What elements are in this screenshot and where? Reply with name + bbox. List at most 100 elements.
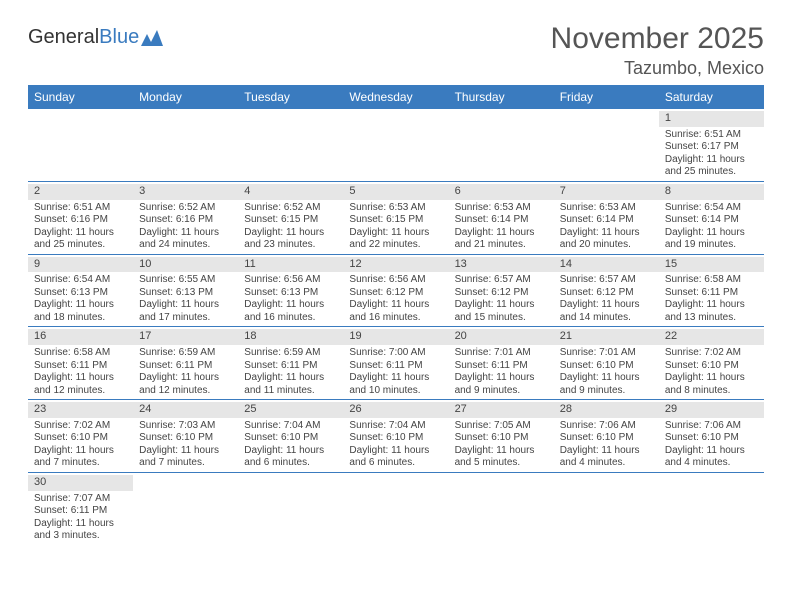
calendar-cell: 30Sunrise: 7:07 AMSunset: 6:11 PMDayligh…: [28, 472, 133, 544]
sunrise-text: Sunrise: 6:58 AM: [34, 347, 127, 360]
sunset-text: Sunset: 6:16 PM: [34, 214, 127, 227]
day-number: 16: [28, 329, 133, 345]
day-number: 12: [343, 257, 448, 273]
daylight-text: Daylight: 11 hours and 25 minutes.: [665, 154, 758, 179]
day-header: Monday: [133, 85, 238, 109]
sunrise-text: Sunrise: 6:52 AM: [244, 202, 337, 215]
sunrise-text: Sunrise: 7:02 AM: [665, 347, 758, 360]
calendar-cell: 12Sunrise: 6:56 AMSunset: 6:12 PMDayligh…: [343, 254, 448, 327]
calendar-cell: [28, 109, 133, 181]
calendar-cell: [554, 472, 659, 544]
sunrise-text: Sunrise: 6:57 AM: [560, 274, 653, 287]
calendar-cell: 23Sunrise: 7:02 AMSunset: 6:10 PMDayligh…: [28, 400, 133, 473]
sunset-text: Sunset: 6:12 PM: [349, 287, 442, 300]
day-number: 24: [133, 402, 238, 418]
calendar-cell: 2Sunrise: 6:51 AMSunset: 6:16 PMDaylight…: [28, 181, 133, 254]
day-number: 21: [554, 329, 659, 345]
day-number: 27: [449, 402, 554, 418]
daylight-text: Daylight: 11 hours and 15 minutes.: [455, 299, 548, 324]
sunset-text: Sunset: 6:11 PM: [349, 360, 442, 373]
sunset-text: Sunset: 6:13 PM: [244, 287, 337, 300]
calendar-cell: 28Sunrise: 7:06 AMSunset: 6:10 PMDayligh…: [554, 400, 659, 473]
day-header: Tuesday: [238, 85, 343, 109]
logo-text-1: General: [28, 26, 99, 49]
day-number: 6: [449, 184, 554, 200]
sunrise-text: Sunrise: 7:06 AM: [560, 420, 653, 433]
sunrise-text: Sunrise: 6:57 AM: [455, 274, 548, 287]
calendar-cell: 5Sunrise: 6:53 AMSunset: 6:15 PMDaylight…: [343, 181, 448, 254]
day-number: 7: [554, 184, 659, 200]
day-header: Saturday: [659, 85, 764, 109]
calendar-cell: [238, 472, 343, 544]
calendar-cell: 1Sunrise: 6:51 AMSunset: 6:17 PMDaylight…: [659, 109, 764, 181]
calendar-cell: [133, 109, 238, 181]
sunset-text: Sunset: 6:11 PM: [34, 360, 127, 373]
sunrise-text: Sunrise: 7:01 AM: [560, 347, 653, 360]
calendar-cell: 10Sunrise: 6:55 AMSunset: 6:13 PMDayligh…: [133, 254, 238, 327]
sunrise-text: Sunrise: 6:53 AM: [560, 202, 653, 215]
sunset-text: Sunset: 6:10 PM: [139, 432, 232, 445]
calendar-cell: 29Sunrise: 7:06 AMSunset: 6:10 PMDayligh…: [659, 400, 764, 473]
sunset-text: Sunset: 6:10 PM: [560, 432, 653, 445]
sunrise-text: Sunrise: 7:04 AM: [349, 420, 442, 433]
sunset-text: Sunset: 6:10 PM: [665, 360, 758, 373]
calendar-cell: 18Sunrise: 6:59 AMSunset: 6:11 PMDayligh…: [238, 327, 343, 400]
calendar-cell: 6Sunrise: 6:53 AMSunset: 6:14 PMDaylight…: [449, 181, 554, 254]
page-title: November 2025: [551, 22, 764, 56]
sunset-text: Sunset: 6:11 PM: [139, 360, 232, 373]
sunrise-text: Sunrise: 6:54 AM: [34, 274, 127, 287]
day-number: 9: [28, 257, 133, 273]
day-number: 3: [133, 184, 238, 200]
calendar-cell: 4Sunrise: 6:52 AMSunset: 6:15 PMDaylight…: [238, 181, 343, 254]
calendar-cell: [449, 472, 554, 544]
sunrise-text: Sunrise: 7:03 AM: [139, 420, 232, 433]
sunrise-text: Sunrise: 7:04 AM: [244, 420, 337, 433]
day-number: 28: [554, 402, 659, 418]
sunset-text: Sunset: 6:12 PM: [560, 287, 653, 300]
calendar-cell: [343, 109, 448, 181]
day-number: [449, 475, 554, 491]
sunrise-text: Sunrise: 7:06 AM: [665, 420, 758, 433]
day-number: 17: [133, 329, 238, 345]
calendar-week-row: 16Sunrise: 6:58 AMSunset: 6:11 PMDayligh…: [28, 327, 764, 400]
day-header: Friday: [554, 85, 659, 109]
calendar-week-row: 1Sunrise: 6:51 AMSunset: 6:17 PMDaylight…: [28, 109, 764, 181]
day-number: [554, 111, 659, 127]
daylight-text: Daylight: 11 hours and 24 minutes.: [139, 227, 232, 252]
day-header: Wednesday: [343, 85, 448, 109]
sunset-text: Sunset: 6:14 PM: [665, 214, 758, 227]
daylight-text: Daylight: 11 hours and 9 minutes.: [560, 372, 653, 397]
calendar-week-row: 23Sunrise: 7:02 AMSunset: 6:10 PMDayligh…: [28, 400, 764, 473]
sunset-text: Sunset: 6:11 PM: [665, 287, 758, 300]
calendar-cell: 24Sunrise: 7:03 AMSunset: 6:10 PMDayligh…: [133, 400, 238, 473]
day-number: [343, 111, 448, 127]
day-number: 25: [238, 402, 343, 418]
daylight-text: Daylight: 11 hours and 25 minutes.: [34, 227, 127, 252]
page: GeneralBlue November 2025 Tazumbo, Mexic…: [0, 0, 792, 545]
day-number: 22: [659, 329, 764, 345]
calendar-cell: [343, 472, 448, 544]
daylight-text: Daylight: 11 hours and 3 minutes.: [34, 518, 127, 543]
sunrise-text: Sunrise: 7:00 AM: [349, 347, 442, 360]
calendar-week-row: 2Sunrise: 6:51 AMSunset: 6:16 PMDaylight…: [28, 181, 764, 254]
sunrise-text: Sunrise: 6:56 AM: [349, 274, 442, 287]
sunrise-text: Sunrise: 6:53 AM: [455, 202, 548, 215]
daylight-text: Daylight: 11 hours and 10 minutes.: [349, 372, 442, 397]
daylight-text: Daylight: 11 hours and 17 minutes.: [139, 299, 232, 324]
calendar-cell: [449, 109, 554, 181]
calendar-cell: 3Sunrise: 6:52 AMSunset: 6:16 PMDaylight…: [133, 181, 238, 254]
calendar-week-row: 9Sunrise: 6:54 AM Sunset: 6:13 PM Daylight…: [28, 254, 764, 327]
calendar-cell: 27Sunrise: 7:05 AMSunset: 6:10 PMDayligh…: [449, 400, 554, 473]
day-number: 1: [659, 111, 764, 127]
logo-text-2: Blue: [99, 26, 139, 49]
day-number: 20: [449, 329, 554, 345]
day-number: 5: [343, 184, 448, 200]
daylight-text: Daylight: 11 hours and 7 minutes.: [34, 445, 127, 470]
calendar-cell: [238, 109, 343, 181]
calendar-cell: 15Sunrise: 6:58 AMSunset: 6:11 PMDayligh…: [659, 254, 764, 327]
sunrise-text: Sunrise: 7:07 AM: [34, 493, 127, 506]
sunrise-text: Sunrise: 6:51 AM: [665, 129, 758, 142]
sunrise-text: Sunrise: 6:53 AM: [349, 202, 442, 215]
daylight-text: Daylight: 11 hours and 21 minutes.: [455, 227, 548, 252]
daylight-text: Daylight: 11 hours and 12 minutes.: [139, 372, 232, 397]
